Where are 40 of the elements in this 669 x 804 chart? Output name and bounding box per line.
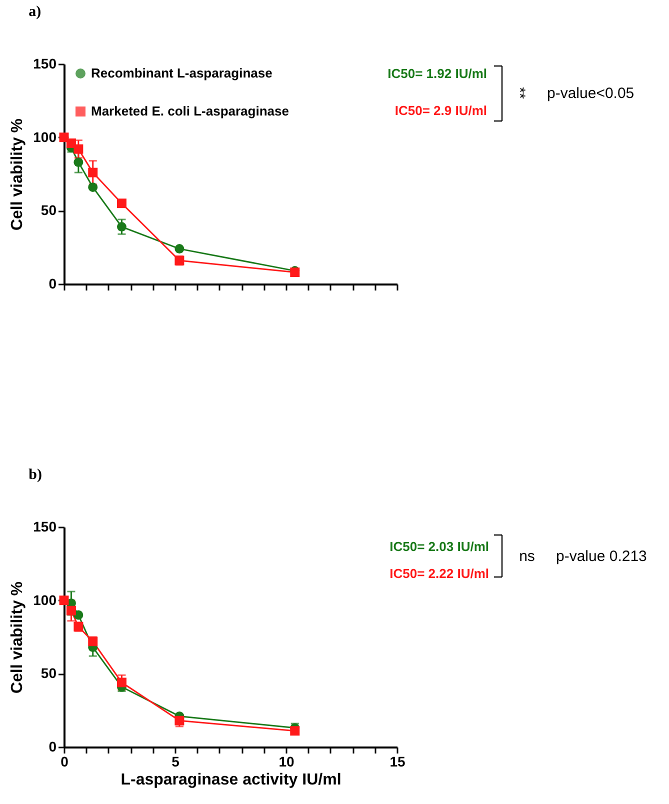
text: p-value 0.213 bbox=[556, 548, 647, 565]
x-tick-label: 15 bbox=[390, 754, 406, 770]
point bbox=[66, 138, 76, 148]
point bbox=[74, 158, 84, 167]
point bbox=[116, 678, 126, 688]
annotation: IC50= 2.03 IU/ml bbox=[390, 539, 489, 554]
x-tick-label: 5 bbox=[172, 754, 180, 770]
point bbox=[116, 222, 126, 232]
legend-label: Recombinant L-asparaginase bbox=[91, 66, 272, 80]
y-tick-label: 100 bbox=[33, 128, 57, 145]
chart-title: b) bbox=[28, 467, 42, 483]
x-tick-label: 10 bbox=[278, 754, 294, 770]
text: p-value<0.05 bbox=[547, 85, 634, 102]
point bbox=[88, 636, 98, 646]
y-tick-label: 50 bbox=[40, 665, 57, 682]
annotation: IC50= 2.9 IU/ml bbox=[394, 103, 487, 118]
annotation: IC50= 1.92 IU/ml bbox=[388, 66, 487, 81]
point bbox=[116, 198, 126, 208]
point bbox=[88, 182, 98, 192]
y-tick-label: 0 bbox=[48, 738, 57, 754]
y-tick-label: 50 bbox=[40, 202, 57, 218]
point bbox=[66, 606, 76, 616]
y-tick-label: 150 bbox=[33, 518, 57, 534]
text: ns bbox=[519, 548, 535, 565]
point bbox=[290, 726, 300, 736]
point bbox=[88, 168, 98, 178]
point bbox=[74, 144, 84, 154]
point bbox=[174, 244, 184, 254]
text: ** bbox=[511, 87, 528, 99]
y-tick-label: 0 bbox=[48, 276, 57, 292]
x-axis-title: L-asparaginase activity IU/ml bbox=[120, 772, 342, 788]
x-tick-label: 0 bbox=[60, 754, 69, 770]
y-axis-title: Cell viability % bbox=[9, 581, 26, 694]
chart-title: a) bbox=[28, 4, 42, 20]
y-axis-title: Cell viability % bbox=[9, 118, 26, 231]
y-tick-label: 150 bbox=[33, 56, 57, 72]
point bbox=[174, 716, 184, 726]
legend-label: Marketed E. coli L-asparaginase bbox=[91, 104, 289, 118]
y-tick-label: 100 bbox=[33, 592, 57, 608]
annotation: IC50= 2.22 IU/ml bbox=[390, 566, 489, 581]
